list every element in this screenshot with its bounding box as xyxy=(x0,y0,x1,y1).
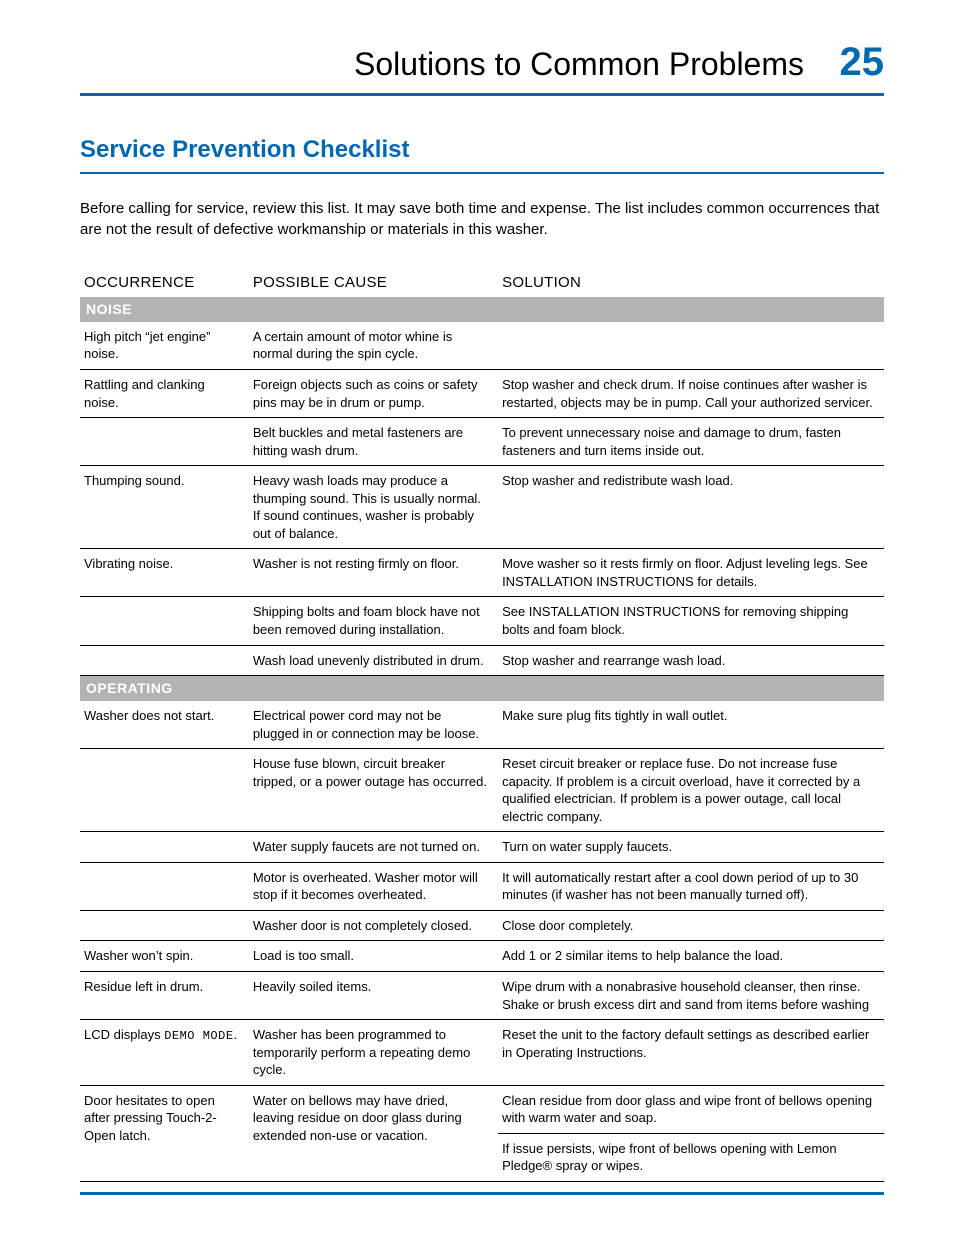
cell-occurrence xyxy=(80,645,249,676)
cell-cause: Water supply faucets are not turned on. xyxy=(249,832,498,863)
cell-occurrence: Door hesitates to open after pressing To… xyxy=(80,1085,249,1181)
cell-occurrence: Residue left in drum. xyxy=(80,972,249,1020)
cell-solution: Clean residue from door glass and wipe f… xyxy=(498,1085,884,1133)
table-row: Washer won’t spin. Load is too small. Ad… xyxy=(80,941,884,972)
table-row: Motor is overheated. Washer motor will s… xyxy=(80,862,884,910)
cell-occurrence xyxy=(80,832,249,863)
cell-solution: Add 1 or 2 similar items to help balance… xyxy=(498,941,884,972)
cell-solution: To prevent unnecessary noise and damage … xyxy=(498,418,884,466)
cell-solution: Stop washer and redistribute wash load. xyxy=(498,466,884,549)
category-noise: NOISE xyxy=(80,297,884,322)
page-number: 25 xyxy=(824,40,884,85)
cell-solution: If issue persists, wipe front of bellows… xyxy=(498,1133,884,1181)
table-row: LCD displays DEMO MODE. Washer has been … xyxy=(80,1020,884,1086)
cell-occurrence: Vibrating noise. xyxy=(80,549,249,597)
checklist-table: OCCURRENCE POSSIBLE CAUSE SOLUTION NOISE… xyxy=(80,268,884,1182)
page-header: Solutions to Common Problems 25 xyxy=(80,40,884,96)
col-solution: SOLUTION xyxy=(498,268,884,297)
cell-solution: Wipe drum with a nonabrasive household c… xyxy=(498,972,884,1020)
cell-cause: Washer door is not completely closed. xyxy=(249,910,498,941)
cell-occurrence: High pitch “jet engine” noise. xyxy=(80,322,249,370)
section-title: Service Prevention Checklist xyxy=(80,136,884,174)
cell-cause: Belt buckles and metal fasteners are hit… xyxy=(249,418,498,466)
footer-rule xyxy=(80,1192,884,1195)
demo-mode-text: DEMO MODE xyxy=(164,1029,233,1043)
table-row: Vibrating noise. Washer is not resting f… xyxy=(80,549,884,597)
cell-solution: Move washer so it rests firmly on floor.… xyxy=(498,549,884,597)
table-row: Rattling and clanking noise. Foreign obj… xyxy=(80,369,884,417)
cell-occurrence xyxy=(80,749,249,832)
cell-occurrence: Washer does not start. xyxy=(80,701,249,749)
lcd-suffix: . xyxy=(234,1027,238,1042)
table-row: Door hesitates to open after pressing To… xyxy=(80,1085,884,1133)
category-operating: OPERATING xyxy=(80,676,884,701)
cell-occurrence xyxy=(80,418,249,466)
cell-cause: A certain amount of motor whine is norma… xyxy=(249,322,498,370)
cell-occurrence: Thumping sound. xyxy=(80,466,249,549)
cell-cause: Heavily soiled items. xyxy=(249,972,498,1020)
table-row: Washer does not start. Electrical power … xyxy=(80,701,884,749)
cell-cause: Washer has been programmed to temporaril… xyxy=(249,1020,498,1086)
page-title: Solutions to Common Problems xyxy=(80,46,824,83)
lcd-prefix: LCD displays xyxy=(84,1027,164,1042)
category-label: OPERATING xyxy=(80,676,884,701)
cell-cause: Shipping bolts and foam block have not b… xyxy=(249,597,498,645)
cell-solution: Reset the unit to the factory default se… xyxy=(498,1020,884,1086)
cell-occurrence xyxy=(80,862,249,910)
cell-solution: Turn on water supply faucets. xyxy=(498,832,884,863)
cell-cause: House fuse blown, circuit breaker trippe… xyxy=(249,749,498,832)
table-row: High pitch “jet engine” noise. A certain… xyxy=(80,322,884,370)
cell-cause: Electrical power cord may not be plugged… xyxy=(249,701,498,749)
table-row: Washer door is not completely closed. Cl… xyxy=(80,910,884,941)
intro-paragraph: Before calling for service, review this … xyxy=(80,198,884,240)
table-row: Wash load unevenly distributed in drum. … xyxy=(80,645,884,676)
col-occurrence: OCCURRENCE xyxy=(80,268,249,297)
table-row: Residue left in drum. Heavily soiled ite… xyxy=(80,972,884,1020)
cell-solution: It will automatically restart after a co… xyxy=(498,862,884,910)
cell-cause: Washer is not resting firmly on floor. xyxy=(249,549,498,597)
cell-cause: Water on bellows may have dried, leaving… xyxy=(249,1085,498,1181)
page: Solutions to Common Problems 25 Service … xyxy=(0,0,954,1235)
table-row: Water supply faucets are not turned on. … xyxy=(80,832,884,863)
cell-solution xyxy=(498,322,884,370)
category-label: NOISE xyxy=(80,297,884,322)
table-row: Belt buckles and metal fasteners are hit… xyxy=(80,418,884,466)
cell-occurrence xyxy=(80,910,249,941)
cell-solution: Make sure plug fits tightly in wall outl… xyxy=(498,701,884,749)
table-row: Shipping bolts and foam block have not b… xyxy=(80,597,884,645)
cell-cause: Wash load unevenly distributed in drum. xyxy=(249,645,498,676)
table-row: House fuse blown, circuit breaker trippe… xyxy=(80,749,884,832)
cell-solution: Close door completely. xyxy=(498,910,884,941)
cell-occurrence: Rattling and clanking noise. xyxy=(80,369,249,417)
cell-cause: Foreign objects such as coins or safety … xyxy=(249,369,498,417)
cell-occurrence: LCD displays DEMO MODE. xyxy=(80,1020,249,1086)
cell-solution: Reset circuit breaker or replace fuse. D… xyxy=(498,749,884,832)
cell-cause: Motor is overheated. Washer motor will s… xyxy=(249,862,498,910)
cell-cause: Heavy wash loads may produce a thumping … xyxy=(249,466,498,549)
cell-solution: Stop washer and rearrange wash load. xyxy=(498,645,884,676)
col-cause: POSSIBLE CAUSE xyxy=(249,268,498,297)
table-row: Thumping sound. Heavy wash loads may pro… xyxy=(80,466,884,549)
cell-cause: Load is too small. xyxy=(249,941,498,972)
cell-solution: Stop washer and check drum. If noise con… xyxy=(498,369,884,417)
table-header-row: OCCURRENCE POSSIBLE CAUSE SOLUTION xyxy=(80,268,884,297)
cell-solution: See INSTALLATION INSTRUCTIONS for removi… xyxy=(498,597,884,645)
cell-occurrence xyxy=(80,597,249,645)
cell-occurrence: Washer won’t spin. xyxy=(80,941,249,972)
